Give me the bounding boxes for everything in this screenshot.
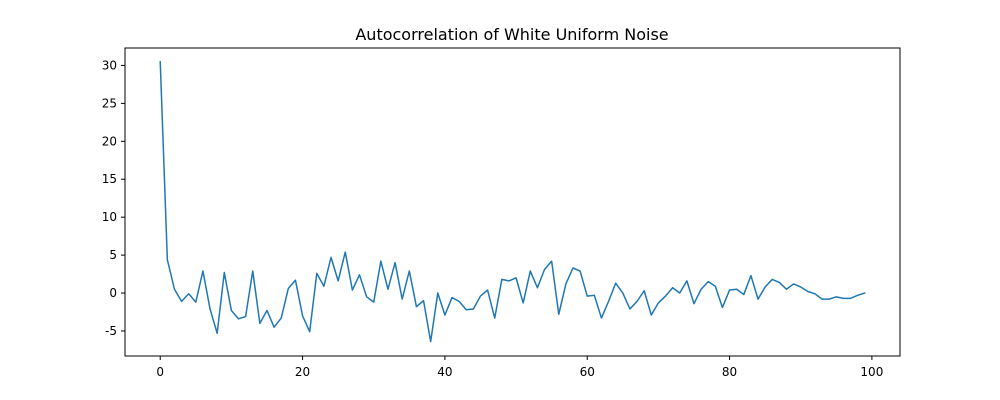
x-axis: 0 20 40 60 80 100 (156, 356, 883, 379)
y-tick-label: 10 (102, 210, 117, 224)
chart-title: Autocorrelation of White Uniform Noise (355, 25, 668, 44)
x-tick-label: 100 (860, 365, 883, 379)
y-tick-label: 20 (102, 134, 117, 148)
x-tick-label: 0 (156, 365, 164, 379)
y-tick-label: 0 (109, 286, 117, 300)
x-tick-label: 40 (437, 365, 452, 379)
y-tick-label: -5 (105, 324, 117, 338)
axes-frame (124, 47, 901, 357)
x-tick-label: 80 (722, 365, 737, 379)
y-tick-label: 5 (109, 248, 117, 262)
x-tick-label: 20 (295, 365, 310, 379)
plot-area (159, 60, 866, 343)
x-tick-label: 60 (580, 365, 595, 379)
y-tick-label: 25 (102, 96, 117, 110)
y-tick-label: 15 (102, 172, 117, 186)
y-axis: -5 0 5 10 15 20 25 30 (102, 58, 125, 338)
series-line (159, 60, 866, 343)
y-tick-label: 30 (102, 58, 117, 72)
